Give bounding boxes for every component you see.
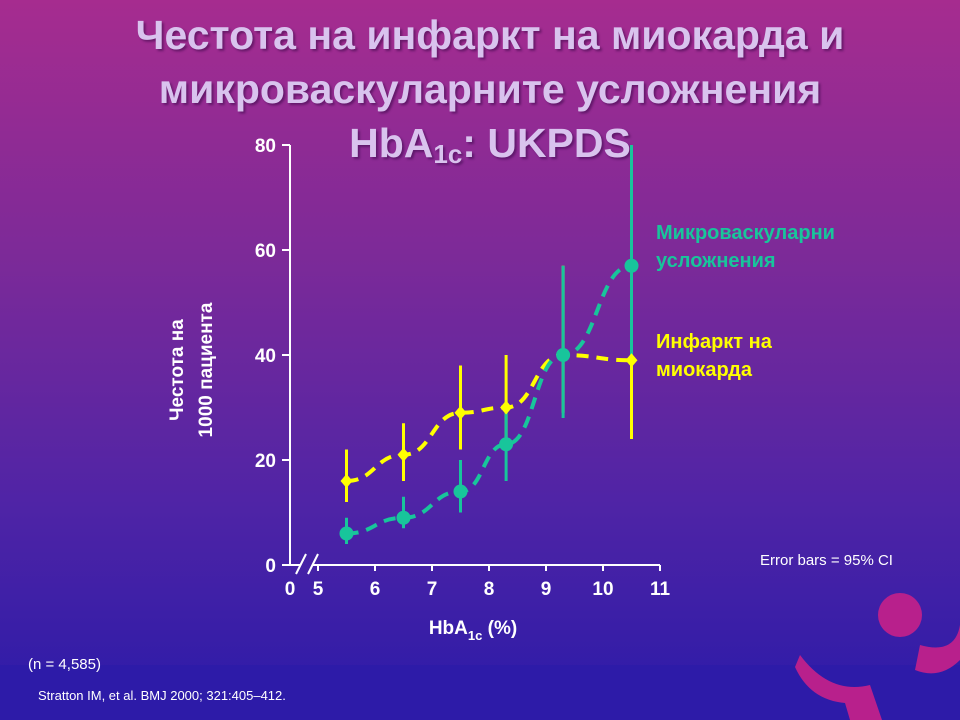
x-tick-label-5: 5 — [313, 579, 324, 600]
error-bars — [345, 145, 633, 544]
x-axis-label: HbA1c (%) — [429, 618, 517, 643]
point-mi-1 — [397, 447, 410, 462]
y-axis-label-line2: 1000 пациента — [196, 302, 217, 437]
y-tick-label-20: 20 — [255, 451, 276, 472]
point-mi-3 — [500, 400, 513, 415]
x-tick-label-6: 6 — [370, 579, 381, 600]
point-mi-0 — [340, 474, 353, 488]
slide-title: Честота на инфаркт на миокарда и микрова… — [0, 8, 960, 170]
axis-break-mark-2 — [307, 553, 319, 575]
series-markers — [339, 258, 639, 541]
y-tick-label-80: 80 — [255, 136, 276, 157]
point-mi-2 — [454, 405, 467, 420]
title-line-3: HbA1c: UKPDS — [349, 120, 631, 169]
point-micro-1 — [396, 510, 411, 525]
point-micro-3 — [499, 437, 514, 452]
point-mi-5 — [625, 353, 638, 368]
annotation-myocardial-infarction: Инфаркт на миокарда — [656, 331, 772, 381]
point-micro-2 — [453, 484, 468, 499]
axis-break-mark-1 — [295, 553, 307, 575]
error-bars-note: Error bars = 95% CI — [760, 552, 893, 569]
axis-labels: Честота на 1000 пациента HbA1c (%) — [167, 302, 517, 643]
title-line-1: Честота на инфаркт на миокарда и — [135, 12, 845, 58]
x-tick-label-9: 9 — [541, 579, 552, 600]
y-tick-label-60: 60 — [255, 241, 276, 262]
x-tick-label-0: 0 — [285, 579, 296, 600]
y-tick-label-40: 40 — [255, 346, 276, 367]
sample-size-note: (n = 4,585) — [28, 656, 101, 673]
figure-logo-icon — [795, 593, 960, 720]
line-micro — [346, 263, 632, 536]
y-axis-label-line1: Честота на — [167, 319, 188, 421]
line-mi — [346, 352, 632, 483]
title-line-2: микроваскуларните усложнения — [158, 66, 822, 112]
x-tick-label-10: 10 — [592, 579, 613, 600]
x-tick-label-11: 11 — [650, 579, 671, 600]
point-micro-4 — [556, 348, 571, 362]
reference-citation: Stratton IM, et al. BMJ 2000; 321:405–41… — [38, 688, 286, 703]
point-micro-5 — [624, 258, 639, 273]
series-lines — [346, 263, 632, 536]
annotation-microvascular: Микроваскуларни усложнения — [656, 222, 835, 272]
point-micro-0 — [339, 526, 354, 541]
x-tick-label-7: 7 — [427, 579, 438, 600]
x-tick-label-8: 8 — [484, 579, 495, 600]
y-tick-label-0: 0 — [265, 556, 276, 577]
